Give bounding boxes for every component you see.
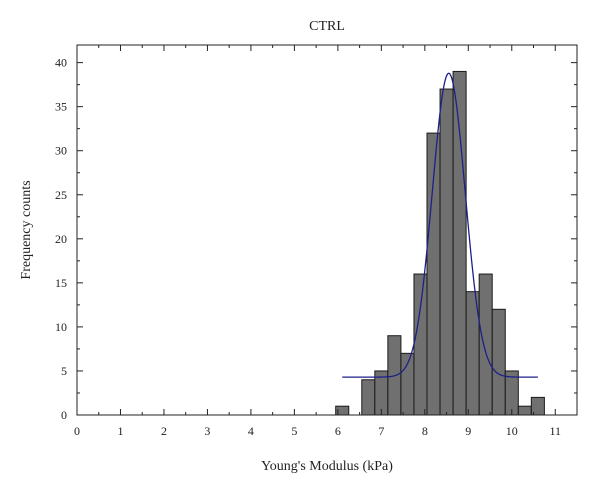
x-tick-label: 3	[204, 424, 210, 438]
x-tick-label: 8	[422, 424, 428, 438]
y-tick-label: 5	[61, 364, 67, 378]
histogram-bar	[452, 70, 467, 416]
y-tick-label: 20	[55, 232, 67, 246]
x-tick-label: 0	[74, 424, 80, 438]
plot-frame	[76, 44, 578, 416]
histogram-bar	[439, 88, 454, 416]
x-tick-label: 9	[465, 424, 471, 438]
x-tick-label: 7	[378, 424, 384, 438]
x-tick-label: 1	[117, 424, 123, 438]
histogram-bar	[491, 308, 506, 416]
y-tick-label: 15	[55, 276, 67, 290]
histogram-bar	[361, 379, 376, 416]
x-axis-title: Young's Modulus (kPa)	[261, 459, 393, 474]
y-tick-label: 30	[55, 144, 67, 158]
y-axis-title: Frequency counts	[19, 180, 34, 279]
histogram-bar	[413, 273, 428, 416]
x-tick-label: 2	[161, 424, 167, 438]
histogram-bar	[478, 273, 493, 416]
y-tick-label: 0	[61, 408, 67, 422]
gaussian-fit-line	[342, 72, 538, 378]
chart-title: CTRL	[309, 19, 345, 34]
x-tick-label: 10	[506, 424, 518, 438]
y-tick-label: 35	[55, 100, 67, 114]
x-tick-label: 5	[291, 424, 297, 438]
y-tick-label: 25	[55, 188, 67, 202]
x-axis-ticks: 0 1 2 3 4 5 6 7 8 9 10 11	[74, 45, 578, 438]
histogram-bar	[517, 405, 532, 416]
y-axis-ticks: 0 5 10 15 20 25 30 35 40	[55, 56, 577, 422]
x-tick-label: 11	[549, 424, 561, 438]
x-tick-label: 6	[335, 424, 341, 438]
bars-group	[335, 70, 545, 416]
x-tick-label: 4	[248, 424, 254, 438]
y-tick-label: 10	[55, 320, 67, 334]
y-tick-label: 40	[55, 56, 67, 70]
